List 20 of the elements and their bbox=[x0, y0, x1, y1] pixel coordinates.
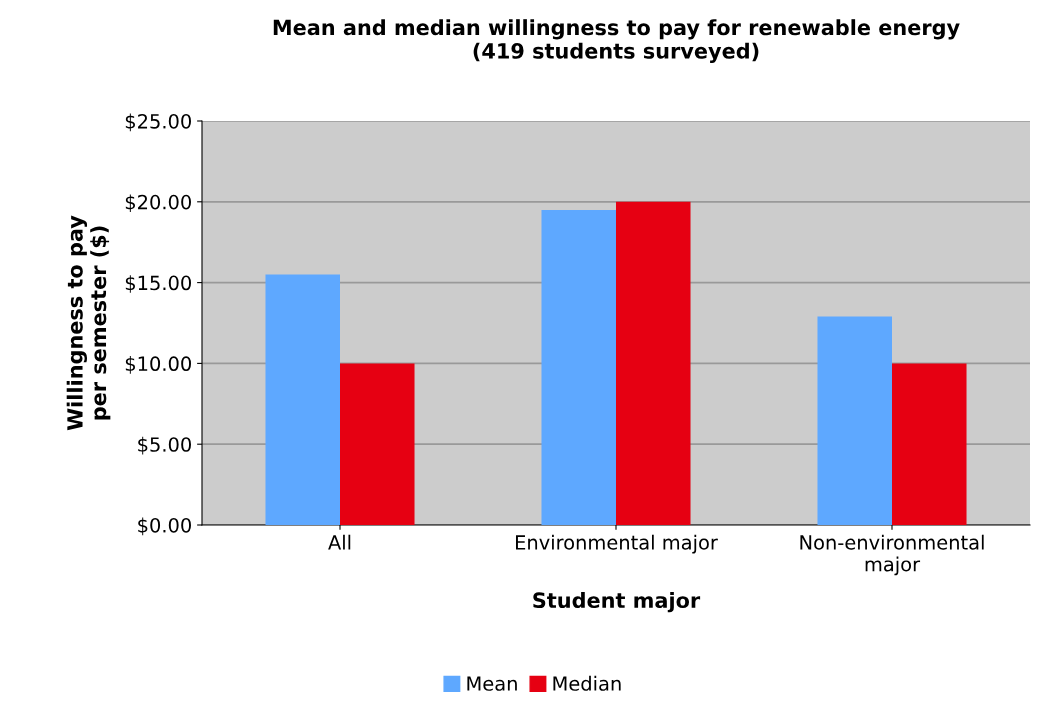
bar bbox=[541, 209, 616, 525]
x-tick-label: Environmental major bbox=[516, 534, 718, 554]
bar bbox=[817, 316, 892, 525]
legend-label: Mean bbox=[467, 676, 517, 691]
y-tick-label: $5.00 bbox=[138, 436, 191, 455]
x-tick-label: Non-environmental major bbox=[800, 534, 984, 576]
bar bbox=[892, 363, 967, 525]
bar bbox=[265, 274, 340, 525]
y-axis-title: Willingness to pay per semester ($) bbox=[66, 215, 111, 431]
y-tick-label: $15.00 bbox=[125, 275, 191, 293]
chart-title: Mean and median willingness to pay for renewable energy (419 students surveyed) bbox=[273, 19, 960, 63]
y-tick-label: $0.00 bbox=[138, 517, 191, 536]
y-tick-label: $25.00 bbox=[125, 113, 191, 132]
bar bbox=[616, 201, 691, 525]
x-tick-label: All bbox=[328, 534, 351, 550]
legend-label: Median bbox=[553, 675, 621, 691]
y-tick-label: $10.00 bbox=[125, 356, 191, 374]
bar bbox=[340, 363, 415, 525]
x-axis-title: Student major bbox=[533, 591, 701, 613]
y-tick-label: $20.00 bbox=[125, 194, 191, 213]
